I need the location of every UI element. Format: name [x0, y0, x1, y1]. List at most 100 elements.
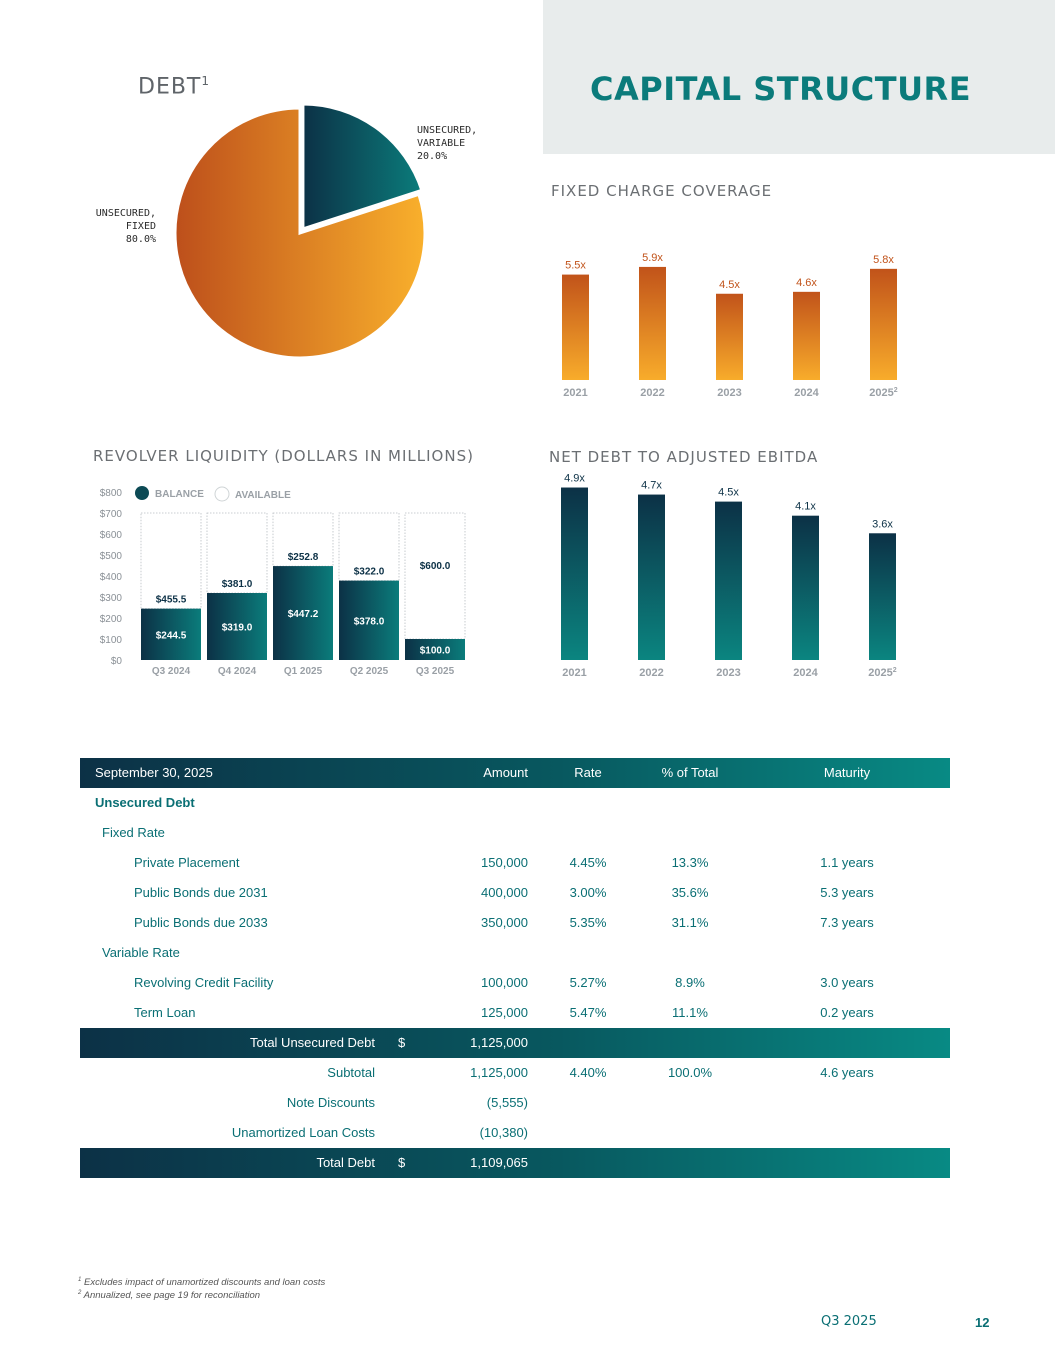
pie-slice — [173, 106, 427, 360]
row-label: Total Debt — [316, 1155, 375, 1170]
bar — [562, 274, 589, 380]
rl-bar-chart: BALANCE AVAILABLE $0 $100 $200 $300 $400 $500 $… — [100, 486, 466, 677]
available-bar — [206, 512, 268, 594]
balance-bar — [405, 639, 465, 660]
row-label: Variable Rate — [102, 945, 180, 960]
pct-cell: 11.1% — [672, 1005, 708, 1020]
table-row: Total Debt $1,109,065 — [80, 1148, 950, 1178]
legend-balance-swatch — [135, 486, 149, 500]
pie-slice — [301, 102, 424, 232]
bar — [716, 293, 743, 380]
bar — [869, 533, 896, 660]
row-label: Private Placement — [134, 855, 240, 870]
available-bar — [272, 512, 334, 567]
available-value-label: $455.5 — [156, 595, 187, 606]
y-tick-label: $0 — [111, 656, 123, 667]
table-row: Total Unsecured Debt $1,125,000 — [80, 1028, 950, 1058]
balance-bar — [207, 593, 267, 660]
amount-cell: 1,125,000 — [470, 1065, 528, 1080]
category-label: Q3 2025 — [416, 666, 455, 677]
footnote-1-text: Excludes impact of unamortized discounts… — [83, 1277, 326, 1289]
footnote-2-text: Annualized, see page 19 for reconciliati… — [83, 1290, 261, 1302]
amount-cell: (5,555) — [486, 1095, 528, 1110]
category-label: 2024 — [793, 667, 818, 679]
legend-available-label: AVAILABLE — [235, 490, 291, 501]
header-date: September 30, 2025 — [95, 765, 213, 780]
pct-cell: 8.9% — [675, 975, 705, 990]
bar-value-label: 4.7x — [641, 480, 662, 492]
available-value-label: $381.0 — [222, 579, 253, 590]
row-label: Term Loan — [134, 1005, 196, 1020]
category-label: 2024 — [794, 387, 819, 399]
category-label: 2021 — [563, 387, 587, 399]
bar — [870, 268, 897, 380]
maturity-cell: 3.0 years — [820, 975, 874, 990]
amount-cell: 1,109,065 — [470, 1155, 528, 1170]
rate-cell: 5.47% — [569, 1005, 607, 1020]
fcc-bar-chart: 5.5x 2021 5.9x 2022 4.5x 2023 4.6x 2024 5.8x 2025… — [562, 252, 898, 399]
maturity-cell: 1.1 years — [820, 855, 874, 870]
category-label: 2023 — [717, 387, 741, 399]
rate-cell: 4.40% — [569, 1065, 607, 1080]
debt-title-text: DEBT — [138, 74, 202, 100]
fcc-chart-title: FIXED CHARGE COVERAGE — [551, 182, 773, 200]
maturity-cell: 0.2 years — [820, 1005, 874, 1020]
category-label: Q4 2024 — [218, 666, 257, 677]
page-title: CAPITAL STRUCTURE — [590, 70, 972, 108]
available-bar — [140, 512, 202, 610]
available-value-label: $322.0 — [354, 567, 385, 578]
table-body: Unsecured Debt Fixed Rate Private Placemen… — [80, 788, 950, 1178]
row-label: Total Unsecured Debt — [249, 1035, 375, 1050]
row-label: Subtotal — [327, 1065, 375, 1080]
bar-value-label: 4.9x — [564, 473, 585, 485]
table-row: Private Placement 150,000 4.45% 13.3% 1.1 ye… — [80, 848, 950, 878]
debt-pie-chart — [173, 102, 427, 360]
balance-bar — [339, 580, 399, 660]
amount-cell: 100,000 — [481, 975, 528, 990]
available-bar — [338, 512, 400, 582]
balance-value-label: $244.5 — [156, 630, 187, 641]
category-label: 20252 — [869, 387, 897, 399]
amount-cell: 125,000 — [481, 1005, 528, 1020]
legend-balance-label: BALANCE — [155, 489, 204, 500]
header-amount: Amount — [483, 765, 528, 780]
maturity-cell: 4.6 years — [820, 1065, 874, 1080]
maturity-cell: 5.3 years — [820, 885, 874, 900]
footnote-1: 1 Excludes impact of unamortized discoun… — [78, 1277, 325, 1288]
y-tick-label: $500 — [100, 551, 123, 562]
debt-chart-title: DEBT1 — [138, 74, 210, 99]
bar — [638, 494, 665, 660]
footer-quarter: Q3 2025 — [821, 1314, 877, 1329]
amount-cell: 1,125,000 — [470, 1035, 528, 1050]
y-tick-label: $600 — [100, 530, 123, 541]
bar-value-label: 3.6x — [872, 518, 893, 530]
debt-table: September 30, 2025 Amount Rate % of Tota… — [80, 758, 950, 1178]
table-row: Variable Rate — [80, 938, 950, 968]
pct-cell: 100.0% — [667, 1065, 713, 1080]
row-label: Unsecured Debt — [95, 795, 195, 810]
pie-label-fixed: UNSECURED, FIXED 80.0% — [95, 208, 156, 245]
bar-value-label: 4.5x — [718, 487, 739, 499]
rl-chart-title: REVOLVER LIQUIDITY (DOLLARS IN MILLIONS) — [93, 447, 474, 465]
dollar-sign: $ — [398, 1155, 406, 1170]
bar-value-label: 5.9x — [642, 252, 663, 264]
balance-value-label: $378.0 — [354, 616, 385, 627]
bar — [792, 515, 819, 660]
available-value-label: $600.0 — [420, 561, 451, 572]
legend-available-swatch — [214, 486, 230, 502]
y-tick-label: $700 — [100, 509, 123, 520]
table-header-row: September 30, 2025 Amount Rate % of Tota… — [80, 758, 950, 788]
y-tick-label: $800 — [100, 488, 123, 499]
balance-value-label: $319.0 — [222, 623, 253, 634]
maturity-cell: 7.3 years — [820, 915, 874, 930]
bar — [793, 291, 820, 380]
page-number: 12 — [975, 1315, 990, 1330]
category-label: Q1 2025 — [284, 666, 323, 677]
table-row: Note Discounts (5,555) — [80, 1088, 950, 1118]
bar-value-label: 5.5x — [565, 260, 586, 272]
table-row: Public Bonds due 2031 400,000 3.00% 35.6% 5.… — [80, 878, 950, 908]
bar — [639, 266, 666, 380]
category-sup: 2 — [893, 667, 897, 674]
header-maturity: Maturity — [823, 765, 871, 780]
bar — [715, 501, 742, 660]
